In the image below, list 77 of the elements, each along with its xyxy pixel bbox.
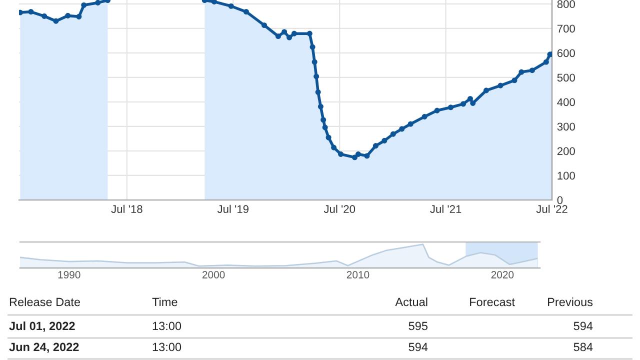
point (372, 143, 378, 149)
point (355, 151, 362, 157)
text: Actual (395, 297, 428, 306)
point (390, 131, 396, 137)
point (28, 8, 34, 15)
point (399, 126, 405, 132)
point (211, 0, 217, 4)
point (470, 100, 476, 106)
text: 13:00 (152, 322, 182, 330)
point (318, 104, 324, 110)
text: Release Date (10, 297, 80, 306)
text: 13:00 (152, 342, 182, 352)
point (310, 44, 316, 50)
text: 584 (574, 342, 593, 352)
point (315, 89, 321, 95)
point (498, 82, 504, 88)
y-tick-label: 300 (557, 122, 575, 131)
text: Previous (548, 297, 593, 306)
point (286, 34, 292, 40)
point (543, 59, 549, 65)
point (322, 124, 328, 130)
point (291, 30, 298, 36)
x-tick-label: 2010 (346, 271, 370, 278)
y-tick-label: 0 (557, 196, 563, 204)
text: Jun 24, 2022 (9, 342, 79, 353)
point (42, 13, 48, 19)
point (467, 96, 474, 102)
y-tick-label: 800 (557, 0, 575, 8)
text: 594 (574, 322, 593, 330)
point (282, 29, 288, 35)
y-tick-label: 200 (557, 147, 575, 156)
point (331, 144, 337, 150)
x-tick-label: 2020 (491, 271, 514, 278)
y-tick-label: 100 (558, 172, 575, 180)
point (314, 74, 320, 80)
point (243, 8, 249, 15)
point (326, 134, 332, 140)
point (306, 30, 312, 36)
point (529, 68, 535, 74)
point (228, 3, 234, 9)
x-tick-label: Jul '18 (111, 204, 142, 214)
point (408, 121, 414, 127)
x-tick-label: Jul '19 (217, 204, 248, 214)
x-tick-label: 2000 (202, 271, 225, 278)
point (53, 18, 59, 24)
y-tick-label: 400 (557, 98, 575, 106)
point (422, 114, 428, 120)
point (312, 59, 318, 65)
y-tick-label: 500 (557, 74, 575, 82)
point (76, 14, 82, 20)
point (448, 104, 454, 110)
y-tick-label: 600 (557, 49, 575, 58)
point (518, 69, 524, 75)
text: 595 (408, 322, 428, 330)
point (261, 22, 268, 28)
point (352, 154, 358, 160)
text: Jul 01, 2022 (9, 321, 75, 332)
point (382, 138, 388, 144)
point (364, 153, 370, 159)
point (338, 151, 344, 157)
text: 594 (408, 342, 428, 352)
point (460, 101, 466, 107)
x-tick-label: Jul '21 (430, 204, 462, 214)
x-tick-label: Jul '20 (324, 204, 356, 214)
point (320, 117, 326, 123)
text: Time (152, 297, 178, 306)
text: Forecast (470, 298, 515, 306)
point (434, 108, 440, 114)
point (512, 78, 518, 84)
point (275, 33, 282, 40)
x-tick-label: 1990 (58, 271, 80, 278)
point (81, 2, 87, 8)
y-tick-label: 700 (557, 24, 575, 33)
point (483, 88, 490, 94)
point (95, 0, 101, 6)
point (65, 12, 71, 18)
x-tick-label: Jul '22 (536, 204, 568, 214)
